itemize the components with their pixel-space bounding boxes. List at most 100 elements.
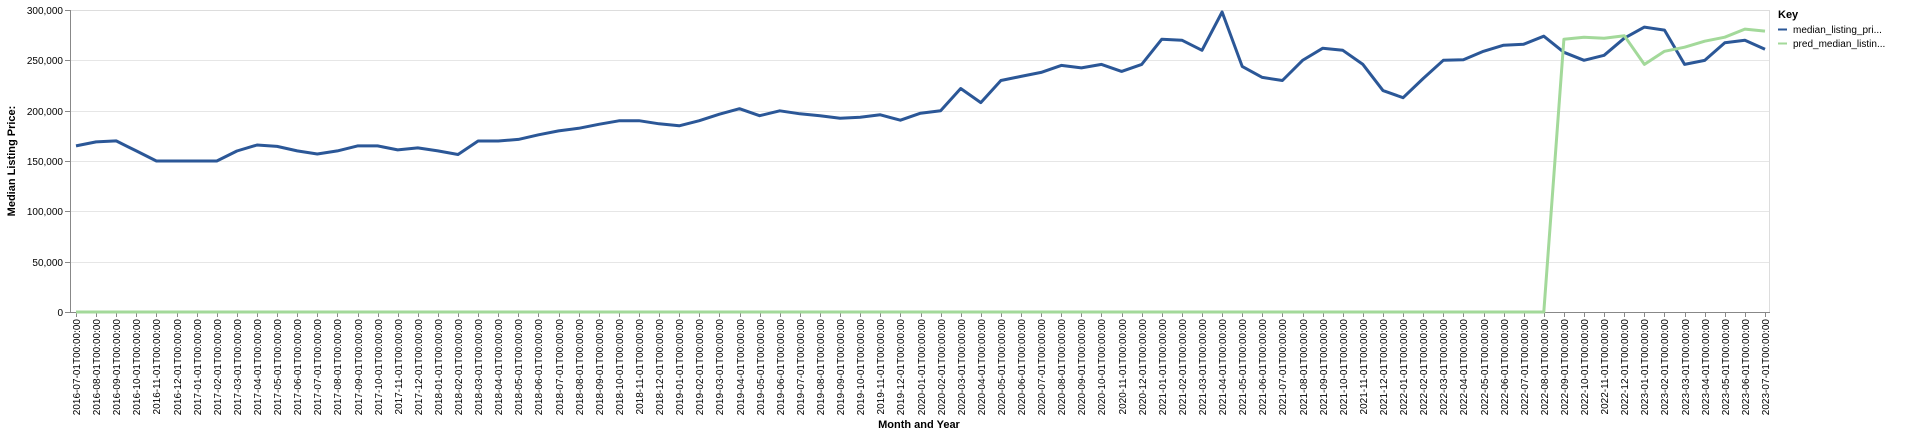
x-tick-label: 2018-01-01T00:00:00 xyxy=(434,319,445,416)
x-tick-label: 2018-03-01T00:00:00 xyxy=(474,319,485,416)
x-tick-label: 2021-05-01T00:00:00 xyxy=(1238,319,1249,416)
y-tick-label: 0 xyxy=(57,308,63,319)
x-tick-label: 2017-10-01T00:00:00 xyxy=(374,319,385,416)
x-tick-label: 2019-03-01T00:00:00 xyxy=(715,319,726,416)
x-tick-label: 2021-10-01T00:00:00 xyxy=(1339,319,1350,416)
x-tick-label: 2016-12-01T00:00:00 xyxy=(173,319,184,416)
x-tick-label: 2018-05-01T00:00:00 xyxy=(514,319,525,416)
x-tick-label: 2021-01-01T00:00:00 xyxy=(1158,319,1169,416)
x-tick-label: 2023-06-01T00:00:00 xyxy=(1741,319,1752,416)
x-tick-label: 2019-12-01T00:00:00 xyxy=(896,319,907,416)
x-tick-label: 2018-10-01T00:00:00 xyxy=(615,319,626,416)
x-tick-label: 2021-02-01T00:00:00 xyxy=(1178,319,1189,416)
x-tick-label: 2021-04-01T00:00:00 xyxy=(1218,319,1229,416)
x-tick-label: 2022-08-01T00:00:00 xyxy=(1540,319,1551,416)
x-axis-title: Month and Year xyxy=(878,419,960,431)
x-tick-label: 2022-12-01T00:00:00 xyxy=(1620,319,1631,416)
x-tick-label: 2018-07-01T00:00:00 xyxy=(555,319,566,416)
x-tick-label: 2019-10-01T00:00:00 xyxy=(856,319,867,416)
x-tick-label: 2016-09-01T00:00:00 xyxy=(112,319,123,416)
x-tick-label: 2020-05-01T00:00:00 xyxy=(997,319,1008,416)
x-tick-label: 2023-03-01T00:00:00 xyxy=(1681,319,1692,416)
x-tick-label: 2018-11-01T00:00:00 xyxy=(635,319,646,415)
x-tick-label: 2021-03-01T00:00:00 xyxy=(1198,319,1209,416)
x-tick-label: 2021-07-01T00:00:00 xyxy=(1278,319,1289,416)
x-tick-label: 2023-05-01T00:00:00 xyxy=(1721,319,1732,416)
x-tick-label: 2020-08-01T00:00:00 xyxy=(1057,319,1068,416)
x-tick-label: 2022-04-01T00:00:00 xyxy=(1459,319,1470,416)
y-tick-label: 100,000 xyxy=(27,207,64,218)
x-tick-label: 2023-02-01T00:00:00 xyxy=(1660,319,1671,416)
x-tick-label: 2021-09-01T00:00:00 xyxy=(1319,319,1330,416)
x-tick-label: 2017-12-01T00:00:00 xyxy=(414,319,425,416)
y-axis-title: Median Listing Price: xyxy=(6,106,18,217)
x-tick-label: 2017-08-01T00:00:00 xyxy=(333,319,344,416)
x-tick-label: 2017-06-01T00:00:00 xyxy=(293,319,304,416)
x-tick-label: 2019-04-01T00:00:00 xyxy=(736,319,747,416)
x-tick-label: 2019-01-01T00:00:00 xyxy=(675,319,686,416)
y-tick-label: 250,000 xyxy=(27,56,64,67)
x-tick-label: 2017-07-01T00:00:00 xyxy=(313,319,324,416)
y-tick-label: 50,000 xyxy=(32,258,63,269)
x-tick-label: 2020-03-01T00:00:00 xyxy=(957,319,968,416)
legend-label: pred_median_listin... xyxy=(1793,39,1885,50)
x-tick-label: 2016-11-01T00:00:00 xyxy=(152,319,163,415)
x-tick-label: 2017-04-01T00:00:00 xyxy=(253,319,264,416)
x-tick-label: 2019-06-01T00:00:00 xyxy=(776,319,787,416)
y-axis: 0 50,000 100,000 150,000 200,000 250,000 300,0… xyxy=(27,6,71,319)
x-tick-label: 2022-05-01T00:00:00 xyxy=(1480,319,1491,416)
x-tick-label: 2020-10-01T00:00:00 xyxy=(1097,319,1108,416)
x-tick-label: 2020-12-01T00:00:00 xyxy=(1138,319,1149,416)
x-tick-label: 2018-04-01T00:00:00 xyxy=(494,319,505,416)
series-line-0 xyxy=(75,10,1766,163)
y-tick-label: 300,000 xyxy=(27,6,64,17)
x-tick-label: 2022-07-01T00:00:00 xyxy=(1520,319,1531,416)
x-tick-label: 2022-11-01T00:00:00 xyxy=(1600,319,1611,415)
legend-label: median_listing_pri... xyxy=(1793,25,1882,36)
x-tick-label: 2020-01-01T00:00:00 xyxy=(917,319,928,416)
series-lines xyxy=(75,10,1766,314)
x-tick-label: 2019-09-01T00:00:00 xyxy=(836,319,847,416)
x-tick-label: 2017-09-01T00:00:00 xyxy=(354,319,365,416)
x-tick-label: 2018-12-01T00:00:00 xyxy=(655,319,666,416)
x-tick-label: 2021-12-01T00:00:00 xyxy=(1379,319,1390,416)
x-tick-label: 2018-09-01T00:00:00 xyxy=(595,319,606,416)
x-tick-label: 2020-04-01T00:00:00 xyxy=(977,319,988,416)
x-tick-label: 2017-01-01T00:00:00 xyxy=(193,319,204,416)
x-tick-label: 2017-05-01T00:00:00 xyxy=(273,319,284,416)
x-tick-label: 2020-07-01T00:00:00 xyxy=(1037,319,1048,416)
x-tick-label: 2018-08-01T00:00:00 xyxy=(575,319,586,416)
x-tick-label: 2019-02-01T00:00:00 xyxy=(695,319,706,416)
gridlines xyxy=(70,10,1770,313)
series-line-1 xyxy=(76,27,1766,314)
x-tick-label: 2019-11-01T00:00:00 xyxy=(876,319,887,415)
x-tick-label: 2022-01-01T00:00:00 xyxy=(1399,319,1410,416)
x-tick-label: 2022-10-01T00:00:00 xyxy=(1580,319,1591,416)
legend-items: median_listing_pri... pred_median_listin.… xyxy=(1778,25,1885,50)
x-tick-label: 2019-05-01T00:00:00 xyxy=(756,319,767,416)
x-tick-label: 2022-03-01T00:00:00 xyxy=(1439,319,1450,416)
x-tick-label: 2016-10-01T00:00:00 xyxy=(132,319,143,416)
x-tick-label: 2022-06-01T00:00:00 xyxy=(1500,319,1511,416)
x-tick-label: 2019-07-01T00:00:00 xyxy=(796,319,807,416)
x-tick-label: 2020-06-01T00:00:00 xyxy=(1017,319,1028,416)
x-tick-label: 2021-06-01T00:00:00 xyxy=(1258,319,1269,416)
x-tick-label: 2021-11-01T00:00:00 xyxy=(1359,319,1370,415)
y-tick-label: 150,000 xyxy=(27,157,64,168)
x-tick-label: 2017-02-01T00:00:00 xyxy=(213,319,224,416)
x-tick-label: 2020-11-01T00:00:00 xyxy=(1118,319,1129,415)
x-tick-label: 2020-09-01T00:00:00 xyxy=(1077,319,1088,416)
y-tick-label: 200,000 xyxy=(27,107,64,118)
x-axis: 2016-07-01T00:00:00 2016-08-01T00:00:00 20… xyxy=(70,312,1772,415)
x-tick-label: 2016-07-01T00:00:00 xyxy=(72,319,83,416)
x-tick-label: 2023-04-01T00:00:00 xyxy=(1701,319,1712,416)
x-tick-label: 2018-06-01T00:00:00 xyxy=(534,319,545,416)
legend: Key median_listing_pri... pred_median_lis… xyxy=(1778,9,1885,50)
x-tick-label: 2023-07-01T00:00:00 xyxy=(1761,319,1772,416)
x-tick-label: 2022-09-01T00:00:00 xyxy=(1560,319,1571,416)
x-tick-label: 2016-08-01T00:00:00 xyxy=(92,319,103,416)
x-tick-label: 2018-02-01T00:00:00 xyxy=(454,319,465,416)
x-tick-label: 2023-01-01T00:00:00 xyxy=(1640,319,1651,416)
x-tick-label: 2022-02-01T00:00:00 xyxy=(1419,319,1430,416)
